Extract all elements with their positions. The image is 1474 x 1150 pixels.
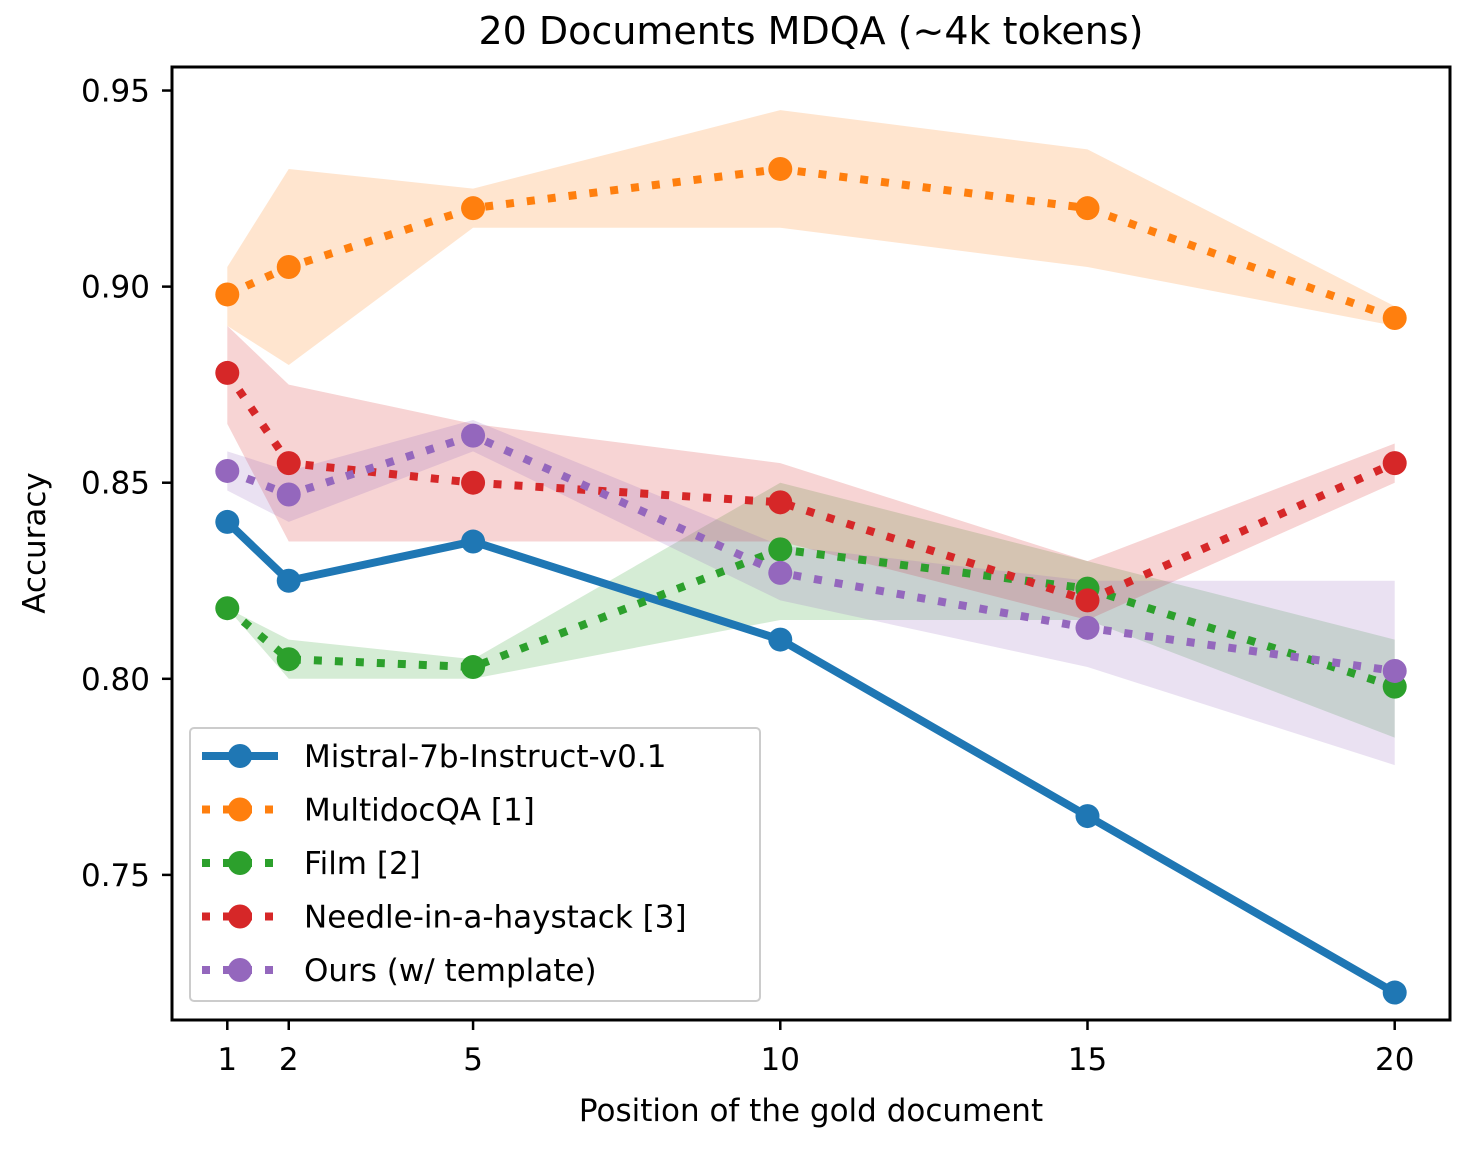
series-needle-in-a-haystack-3 — [215, 360, 1407, 613]
series-line — [224, 519, 1397, 997]
y-tick-label: 0.90 — [81, 270, 150, 306]
series-ours-w-template — [215, 423, 1407, 683]
data-point — [276, 451, 301, 476]
data-point — [1382, 658, 1407, 683]
x-axis: 1 2 5 10 15 20 — [217, 1020, 1414, 1078]
y-tick-label: 0.80 — [81, 662, 150, 698]
data-point — [461, 655, 486, 680]
legend-marker-mistral-7b-instruct-v0-1 — [228, 744, 252, 768]
data-point — [1075, 588, 1100, 613]
data-point — [768, 627, 793, 652]
legend-marker-needle-in-a-haystack-3 — [228, 904, 252, 929]
data-point — [1382, 305, 1407, 330]
data-point — [215, 458, 240, 483]
data-point — [215, 509, 240, 534]
data-point — [1382, 980, 1407, 1005]
data-point — [461, 423, 486, 448]
data-point — [768, 156, 793, 181]
x-tick-label: 5 — [463, 1042, 483, 1078]
series-mistral-7b-instruct-v0-1 — [215, 509, 1407, 1005]
legend-label-multidocqa-1: MultidocQA [1] — [304, 793, 535, 829]
bands-layer — [227, 110, 1395, 766]
legend-marker-multidocqa-1 — [228, 797, 252, 822]
data-point — [461, 529, 486, 554]
data-point — [1382, 451, 1407, 476]
legend-label-needle-in-a-haystack-3: Needle-in-a-haystack [3] — [304, 900, 687, 936]
legend-label-mistral-7b-instruct-v0-1: Mistral-7b-Instruct-v0.1 — [304, 739, 666, 775]
data-point — [276, 647, 301, 672]
data-point — [461, 196, 486, 221]
band-ours-w-template — [227, 419, 1395, 766]
y-tick-label: 0.75 — [81, 858, 150, 894]
y-tick-label: 0.95 — [81, 74, 150, 110]
band-multidocqa-1 — [227, 110, 1395, 366]
series-line — [223, 370, 1397, 605]
x-tick-label: 20 — [1375, 1042, 1414, 1078]
band-film-2 — [227, 482, 1395, 738]
legend-label-film-2: Film [2] — [304, 846, 421, 882]
data-point — [461, 470, 486, 495]
legend-marker-film-2 — [228, 851, 252, 875]
series-line — [225, 431, 1396, 675]
data-point — [215, 282, 240, 307]
legend: Mistral-7b-Instruct-v0.1 MultidocQA [1] Fi… — [189, 727, 761, 1002]
chart-title: 20 Documents MDQA (~4k tokens) — [478, 9, 1143, 53]
legend-box — [189, 727, 761, 1002]
data-point — [768, 560, 793, 585]
data-point — [1075, 615, 1100, 640]
data-point — [215, 596, 240, 621]
plot-frame — [170, 65, 1452, 1022]
legend-marker-ours-w-template — [228, 958, 252, 982]
legend-label-ours-w-template: Ours (w/ template) — [304, 953, 597, 989]
y-tick-label: 0.85 — [81, 466, 150, 502]
x-tick-label: 15 — [1068, 1042, 1107, 1078]
x-tick-label: 2 — [279, 1042, 299, 1078]
data-point — [768, 537, 793, 562]
lines-layer — [215, 156, 1407, 1005]
data-point — [215, 360, 240, 385]
data-point — [276, 568, 301, 593]
x-tick-label: 10 — [761, 1042, 800, 1078]
band-needle-in-a-haystack-3 — [227, 325, 1395, 620]
data-point — [1075, 196, 1100, 221]
data-point — [768, 490, 793, 515]
x-axis-label: Position of the gold document — [579, 1093, 1043, 1129]
data-point — [276, 482, 301, 507]
data-point — [1075, 804, 1100, 829]
data-point — [276, 255, 301, 280]
y-axis-label: Accuracy — [17, 472, 53, 614]
series-line — [224, 545, 1396, 691]
x-tick-label: 1 — [217, 1042, 237, 1078]
series-multidocqa-1 — [215, 156, 1407, 330]
y-axis: 0.75 0.80 0.85 0.90 0.95 — [81, 74, 172, 894]
